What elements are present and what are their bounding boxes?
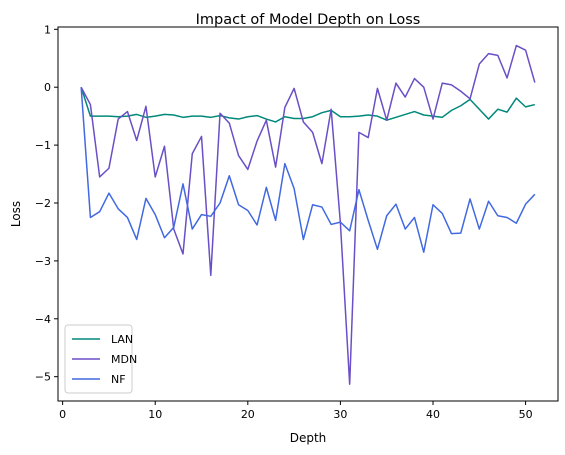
chart-title: Impact of Model Depth on Loss (196, 12, 421, 28)
x-tick-label: 10 (148, 408, 162, 421)
y-tick-label: −2 (35, 197, 51, 210)
x-tick-label: 50 (519, 408, 533, 421)
legend-label-lan: LAN (111, 333, 133, 346)
series-line-mdn (80, 44, 536, 385)
x-tick-label: 30 (333, 408, 347, 421)
y-tick-label: −3 (35, 255, 51, 268)
y-tick-label: −4 (35, 313, 51, 326)
legend-label-nf: NF (111, 373, 126, 386)
y-axis-label: Loss (9, 201, 23, 227)
series-line-nf (80, 87, 536, 253)
y-tick-label: 1 (44, 23, 51, 36)
x-tick-label: 20 (241, 408, 255, 421)
y-tick-label: −1 (35, 139, 51, 152)
axis-layer: 0 10 20 30 40 50 −5 −4 −3 −2 −1 0 1 (35, 23, 533, 421)
legend-label-mdn: MDN (111, 353, 137, 366)
x-tick-label: 40 (426, 408, 440, 421)
legend: LAN MDN NF (64, 324, 137, 394)
y-tick-label: 0 (44, 81, 51, 94)
x-tick-label: 0 (59, 408, 66, 421)
series-layer (80, 44, 536, 385)
x-axis-label: Depth (290, 431, 327, 445)
series-line-lan (80, 86, 536, 123)
plot-area-frame (57, 26, 559, 402)
y-tick-label: −5 (35, 371, 51, 384)
